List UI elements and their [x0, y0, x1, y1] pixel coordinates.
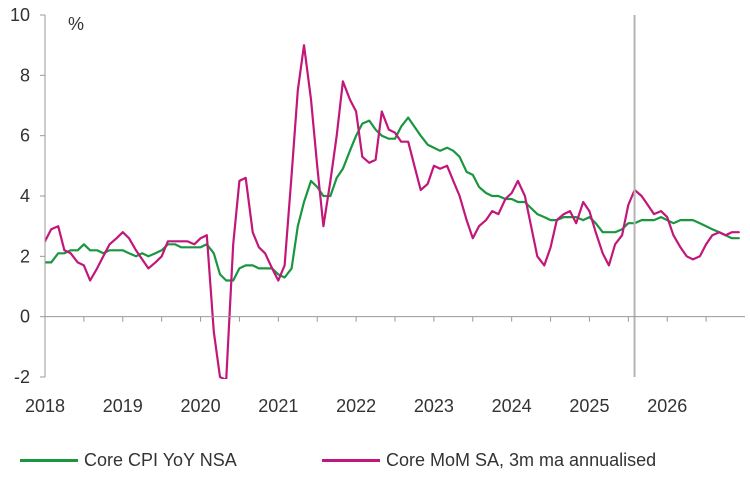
y-tick-label: 6	[20, 126, 30, 146]
y-unit-label: %	[68, 14, 84, 34]
series-line-core-mom	[45, 44, 740, 379]
legend-label-core-mom: Core MoM SA, 3m ma annualised	[386, 450, 657, 470]
legend-swatch-core-cpi	[20, 459, 78, 462]
y-tick-label: -2	[14, 367, 30, 387]
line-chart: -2 0 2 4 6 8 10 2018 2019 2020 2021 2022 2023 2024 202…	[10, 5, 745, 416]
legend-item-core-mom: Core MoM SA, 3m ma annualised	[322, 450, 656, 471]
y-tick-label: 8	[20, 65, 30, 85]
x-tick-label: 2024	[492, 396, 532, 416]
tick-labels: -2 0 2 4 6 8 10 2018 2019 2020 2021 2022 2023 2024 202…	[10, 5, 687, 416]
x-tick-label: 2019	[103, 396, 143, 416]
x-tick-label: 2018	[25, 396, 65, 416]
x-tick-label: 2023	[414, 396, 454, 416]
plot-lines	[45, 44, 740, 379]
legend: Core CPI YoY NSA Core MoM SA, 3m ma annu…	[0, 450, 750, 478]
y-tick-label: 4	[20, 186, 30, 206]
legend-label-core-cpi: Core CPI YoY NSA	[84, 450, 237, 470]
x-tick-label: 2020	[181, 396, 221, 416]
y-tick-label: 10	[10, 5, 30, 25]
x-tick-label: 2021	[258, 396, 298, 416]
x-tick-label: 2025	[569, 396, 609, 416]
x-tick-label: 2026	[647, 396, 687, 416]
legend-item-core-cpi: Core CPI YoY NSA	[20, 450, 237, 471]
x-tick-label: 2022	[336, 396, 376, 416]
y-tick-label: 0	[20, 307, 30, 327]
axes	[40, 14, 745, 378]
y-tick-label: 2	[20, 246, 30, 266]
legend-swatch-core-mom	[322, 459, 380, 462]
